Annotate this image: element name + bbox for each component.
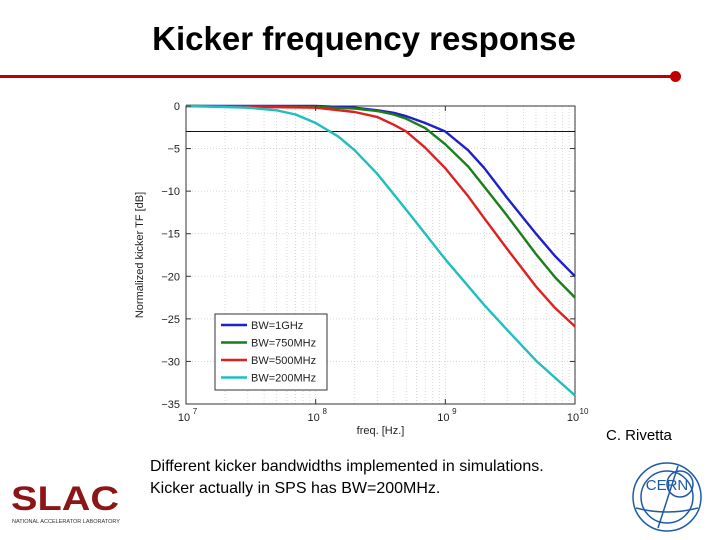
x-tick-exponent: 8 xyxy=(322,407,327,416)
legend-label: BW=750MHz xyxy=(251,338,316,350)
series-line-bw-200mhz xyxy=(185,104,576,397)
y-tick-label: −30 xyxy=(161,356,180,368)
series-layer xyxy=(185,104,576,397)
caption-line-2: Kicker actually in SPS has BW=200MHz. xyxy=(150,480,441,497)
cern-logo: CERN xyxy=(632,462,702,532)
grid-layer xyxy=(186,106,575,404)
series-line-bw-750mhz xyxy=(185,104,576,299)
slac-logo-wordmark: SLAC xyxy=(11,480,119,518)
slide-caption: Different kicker bandwidths implemented … xyxy=(150,456,544,500)
y-tick-label: 0 xyxy=(174,101,180,113)
title-underline xyxy=(0,75,676,78)
x-tick-exponent: 9 xyxy=(452,407,457,416)
slac-logo: SLAC NATIONAL ACCELERATOR LABORATORY xyxy=(11,480,120,525)
author-credit: C. Rivetta xyxy=(606,427,672,444)
x-tick-label: 10 xyxy=(437,412,449,424)
title-underline-dot xyxy=(670,71,681,82)
series-line-bw-500mhz xyxy=(185,104,576,328)
legend-label: BW=500MHz xyxy=(251,355,316,367)
plot-frame xyxy=(185,105,576,405)
x-axis-label: freq. [Hz.] xyxy=(357,425,405,437)
legend-label: BW=200MHz xyxy=(251,373,316,385)
y-tick-label: −15 xyxy=(161,229,180,241)
y-tick-label: −10 xyxy=(161,186,180,198)
legend: BW=1GHz BW=750MHz BW=500MHz BW=200MHz xyxy=(214,313,328,391)
y-tick-label: −5 xyxy=(167,144,180,156)
x-tick-label: 10 xyxy=(178,412,190,424)
y-axis-label: Normalized kicker TF [dB] xyxy=(134,192,146,318)
x-tick-label: 10 xyxy=(567,412,579,424)
x-tick-exponent: 10 xyxy=(580,407,589,416)
x-tick-label: 10 xyxy=(308,412,320,424)
cern-logo-wordmark: CERN xyxy=(646,477,689,494)
slide-title: Kicker frequency response xyxy=(152,20,576,57)
slac-logo-subtext: NATIONAL ACCELERATOR LABORATORY xyxy=(12,519,120,525)
y-tick-label: −20 xyxy=(161,271,180,283)
y-tick-label: −35 xyxy=(161,399,180,411)
caption-line-1: Different kicker bandwidths implemented … xyxy=(150,458,544,475)
y-tick-label: −25 xyxy=(161,314,180,326)
legend-label: BW=1GHz xyxy=(251,320,303,332)
x-tick-exponent: 7 xyxy=(193,407,198,416)
